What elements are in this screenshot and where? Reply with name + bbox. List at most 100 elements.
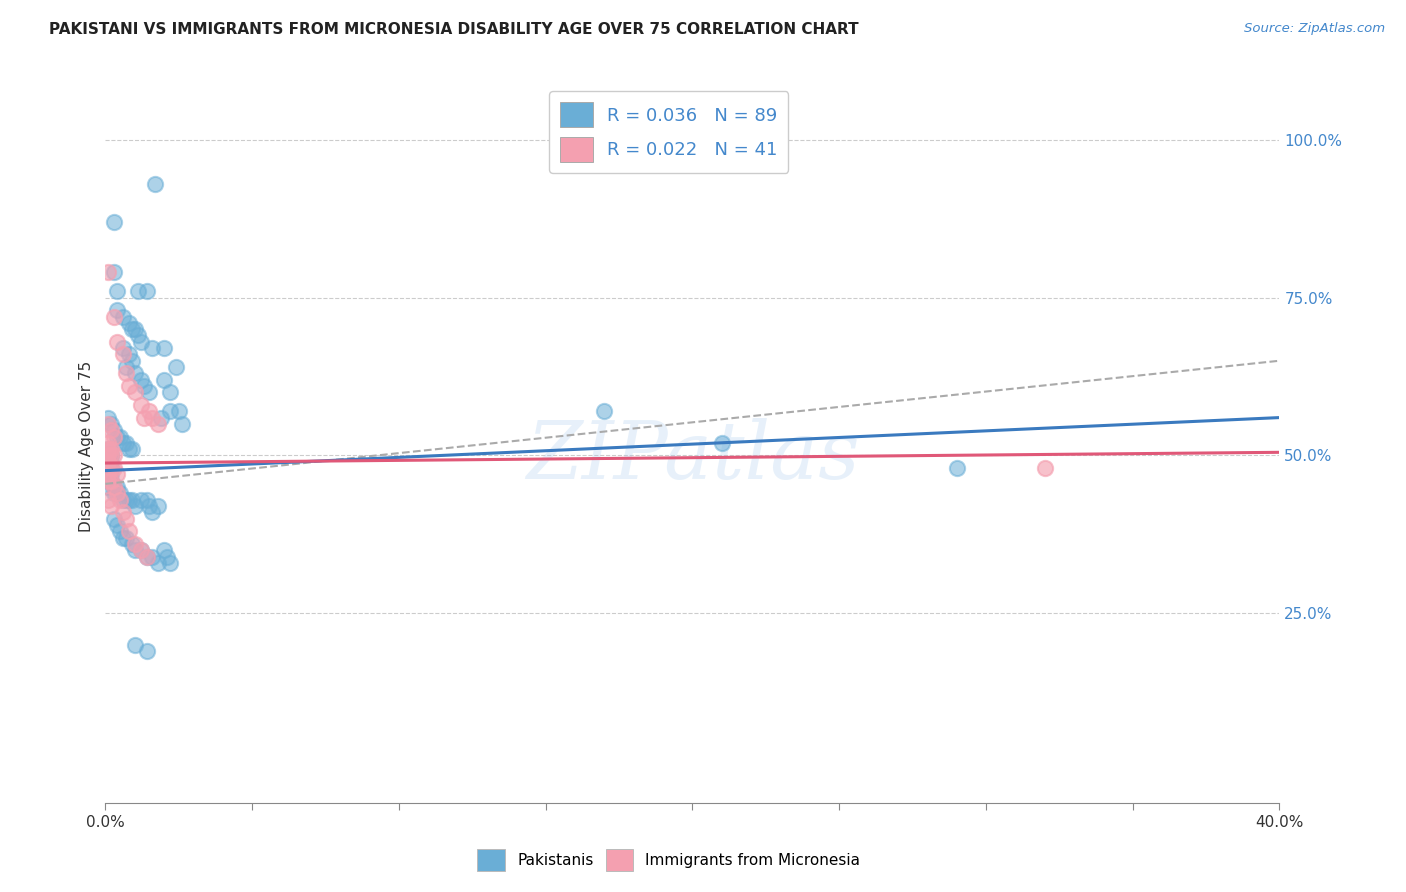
Point bbox=[105, 486, 128, 500]
Point bbox=[121, 537, 143, 551]
Point bbox=[100, 423, 122, 437]
Point bbox=[129, 543, 152, 558]
Point bbox=[124, 638, 146, 652]
Point bbox=[97, 449, 120, 463]
Point bbox=[129, 543, 152, 558]
Point bbox=[132, 410, 155, 425]
Point bbox=[141, 505, 163, 519]
Text: ZIPatlas: ZIPatlas bbox=[526, 418, 859, 495]
Point bbox=[112, 492, 135, 507]
Point bbox=[141, 341, 163, 355]
Point bbox=[97, 474, 120, 488]
Point bbox=[132, 379, 155, 393]
Point bbox=[103, 310, 125, 324]
Point bbox=[103, 449, 125, 463]
Point bbox=[135, 549, 157, 564]
Point bbox=[105, 285, 128, 299]
Point bbox=[124, 499, 146, 513]
Point bbox=[121, 353, 143, 368]
Point bbox=[97, 461, 120, 475]
Point bbox=[97, 442, 120, 457]
Point bbox=[97, 442, 120, 457]
Point bbox=[105, 303, 128, 318]
Point bbox=[100, 449, 122, 463]
Point bbox=[129, 334, 152, 349]
Point bbox=[97, 467, 120, 482]
Point bbox=[945, 461, 967, 475]
Point bbox=[100, 467, 122, 482]
Point bbox=[138, 385, 160, 400]
Point bbox=[129, 492, 152, 507]
Point bbox=[150, 410, 173, 425]
Point bbox=[118, 379, 141, 393]
Point bbox=[141, 549, 163, 564]
Text: Source: ZipAtlas.com: Source: ZipAtlas.com bbox=[1244, 22, 1385, 36]
Point bbox=[148, 556, 170, 570]
Point bbox=[103, 461, 125, 475]
Point bbox=[105, 480, 128, 494]
Point bbox=[135, 549, 157, 564]
Point bbox=[100, 461, 122, 475]
Point bbox=[103, 480, 125, 494]
Point bbox=[115, 511, 138, 525]
Point bbox=[108, 429, 131, 443]
Point bbox=[127, 328, 149, 343]
Point bbox=[593, 404, 616, 418]
Y-axis label: Disability Age Over 75: Disability Age Over 75 bbox=[79, 360, 94, 532]
Point bbox=[167, 404, 190, 418]
Point bbox=[97, 265, 120, 279]
Point bbox=[159, 385, 181, 400]
Point bbox=[97, 480, 120, 494]
Point bbox=[103, 480, 125, 494]
Point bbox=[129, 398, 152, 412]
Point bbox=[97, 455, 120, 469]
Point bbox=[108, 492, 131, 507]
Point bbox=[118, 492, 141, 507]
Point bbox=[115, 492, 138, 507]
Point bbox=[138, 404, 160, 418]
Point bbox=[121, 492, 143, 507]
Point bbox=[105, 429, 128, 443]
Point bbox=[97, 449, 120, 463]
Point bbox=[97, 474, 120, 488]
Point bbox=[124, 537, 146, 551]
Point bbox=[103, 265, 125, 279]
Point bbox=[108, 524, 131, 539]
Point bbox=[124, 322, 146, 336]
Point bbox=[112, 505, 135, 519]
Point bbox=[108, 486, 131, 500]
Point bbox=[143, 177, 166, 191]
Point bbox=[159, 404, 181, 418]
Point bbox=[121, 322, 143, 336]
Point bbox=[105, 486, 128, 500]
Point bbox=[97, 455, 120, 469]
Point bbox=[112, 347, 135, 361]
Point bbox=[100, 417, 122, 431]
Point bbox=[103, 429, 125, 443]
Point bbox=[115, 367, 138, 381]
Point bbox=[105, 467, 128, 482]
Point bbox=[112, 341, 135, 355]
Point bbox=[153, 341, 176, 355]
Point bbox=[100, 455, 122, 469]
Point bbox=[135, 644, 157, 658]
Point bbox=[97, 467, 120, 482]
Point bbox=[97, 492, 120, 507]
Point bbox=[103, 423, 125, 437]
Point bbox=[124, 385, 146, 400]
Point bbox=[105, 334, 128, 349]
Point bbox=[170, 417, 193, 431]
Point bbox=[100, 449, 122, 463]
Point bbox=[100, 461, 122, 475]
Point bbox=[97, 455, 120, 469]
Point bbox=[710, 435, 733, 450]
Point bbox=[112, 310, 135, 324]
Point bbox=[124, 367, 146, 381]
Point bbox=[115, 360, 138, 375]
Point bbox=[97, 435, 120, 450]
Point bbox=[100, 499, 122, 513]
Point bbox=[97, 410, 120, 425]
Point bbox=[118, 316, 141, 330]
Point bbox=[103, 486, 125, 500]
Point bbox=[153, 543, 176, 558]
